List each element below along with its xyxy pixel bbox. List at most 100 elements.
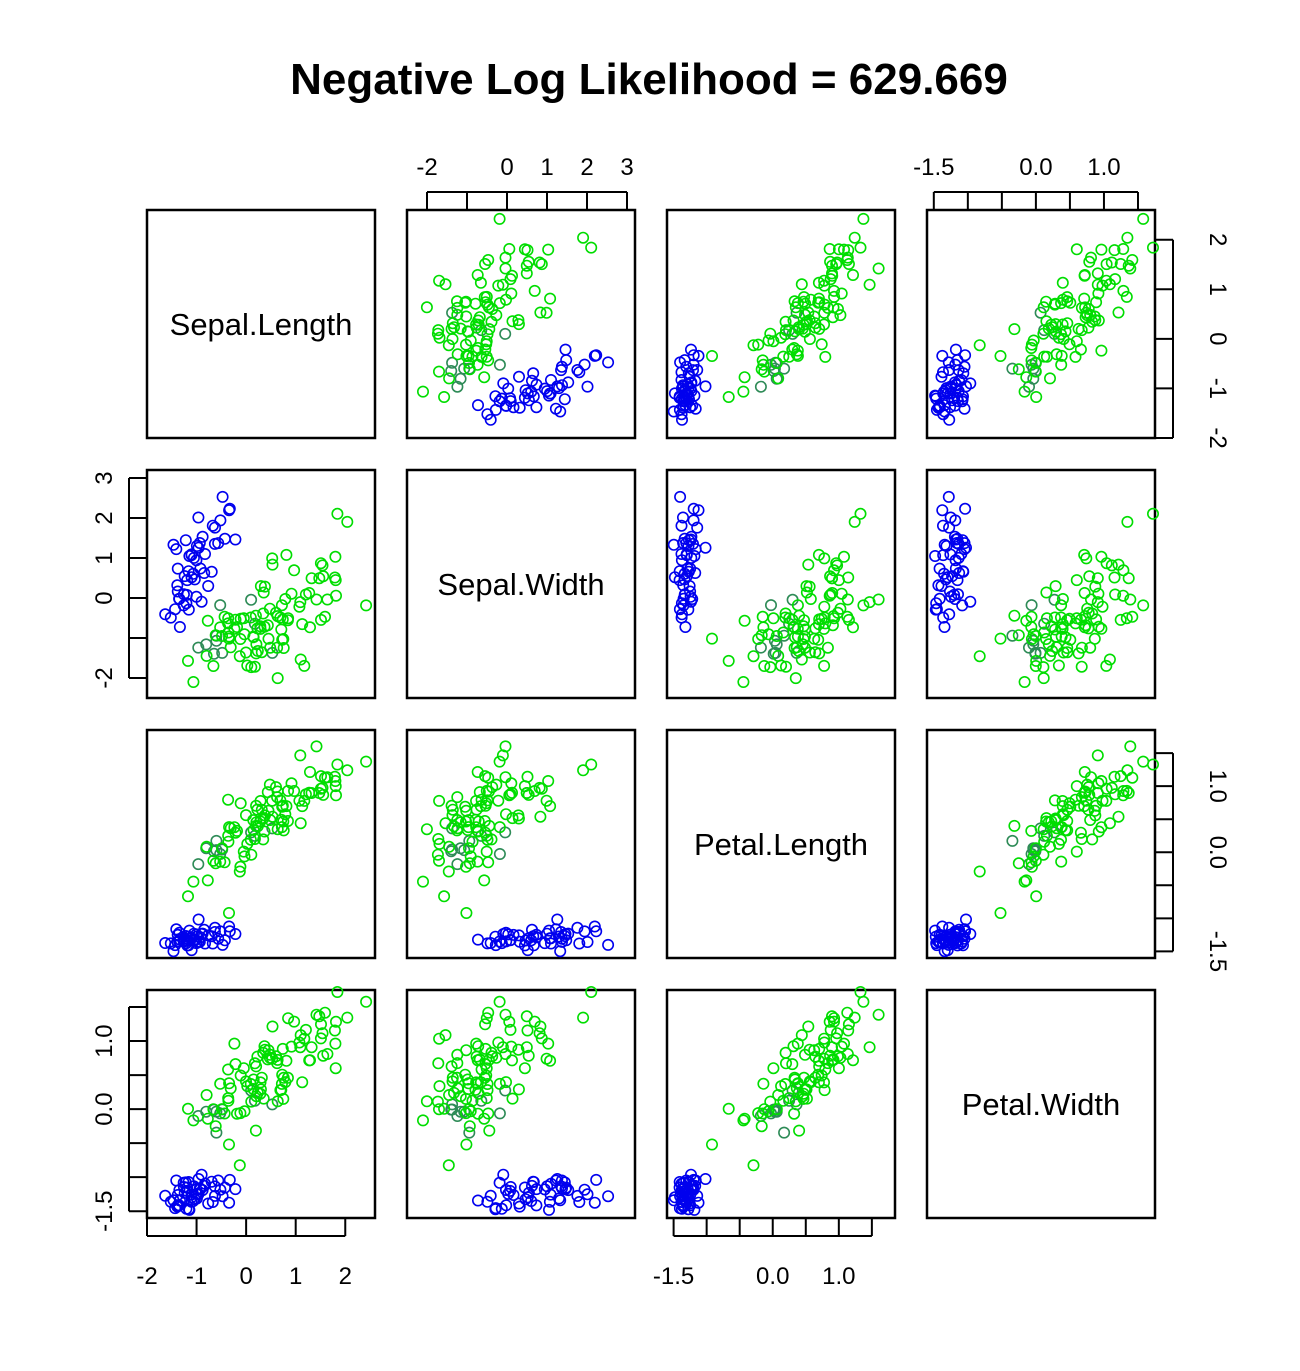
data-point (1084, 813, 1097, 826)
data-point (846, 1054, 859, 1067)
data-point (250, 638, 263, 651)
panel-r2-c3 (925, 728, 1157, 960)
data-point (1108, 571, 1121, 584)
data-point (737, 1114, 750, 1127)
data-point (329, 550, 342, 563)
data-point (360, 755, 373, 768)
data-point (502, 928, 515, 941)
data-point (1114, 613, 1127, 626)
data-point (581, 380, 594, 393)
data-point (222, 1092, 235, 1105)
data-point (684, 343, 697, 356)
data-point (493, 995, 506, 1008)
data-point (329, 1037, 342, 1050)
data-point (818, 552, 831, 565)
data-point (1095, 243, 1108, 256)
data-point (800, 1092, 813, 1105)
data-point (245, 1095, 258, 1108)
data-point (432, 365, 445, 378)
data-point (1037, 672, 1050, 685)
data-point (675, 392, 688, 405)
tick-label: 3 (620, 154, 633, 181)
data-point (787, 1040, 800, 1053)
data-point (797, 295, 810, 308)
data-point (258, 580, 271, 593)
data-point (443, 840, 456, 853)
data-point (1027, 372, 1040, 385)
data-point (803, 580, 816, 593)
data-point (675, 408, 688, 421)
data-point (1056, 800, 1069, 813)
data-point (294, 1029, 307, 1042)
data-point (722, 1102, 735, 1115)
data-point (249, 1124, 262, 1137)
data-point (1105, 256, 1118, 269)
data-point (863, 278, 876, 291)
data-point (249, 609, 262, 622)
data-point (948, 399, 961, 412)
data-point (551, 380, 564, 393)
data-point (187, 1114, 200, 1127)
data-point (206, 519, 219, 532)
data-point (240, 809, 253, 822)
data-point (244, 611, 257, 624)
data-point (489, 939, 502, 952)
data-point (1044, 372, 1057, 385)
data-point (1018, 385, 1031, 398)
data-point (1055, 599, 1068, 612)
data-point (1100, 274, 1113, 287)
data-point (478, 1071, 491, 1084)
data-point (432, 324, 445, 337)
data-point (192, 858, 205, 871)
data-point (520, 786, 533, 799)
data-point (507, 401, 520, 414)
data-point (254, 580, 267, 593)
data-point (1126, 771, 1139, 784)
data-point (1114, 257, 1127, 270)
data-point (218, 856, 231, 869)
data-point (432, 1103, 445, 1116)
data-point (959, 913, 972, 926)
tick-label: 2 (339, 1263, 352, 1290)
data-point (692, 504, 705, 517)
data-point (542, 1037, 555, 1050)
data-point (1049, 623, 1062, 636)
data-point (482, 1006, 495, 1019)
data-point (493, 847, 506, 860)
data-point (818, 1032, 831, 1045)
data-point (445, 1060, 458, 1073)
data-point (182, 890, 195, 903)
data-point (747, 339, 760, 352)
data-point (502, 382, 515, 395)
data-point (258, 620, 271, 633)
data-point (1037, 848, 1050, 861)
data-point (676, 511, 689, 524)
data-point (1012, 363, 1025, 376)
data-point (280, 1054, 293, 1067)
data-point (277, 641, 290, 654)
data-point (674, 490, 687, 503)
data-point (943, 608, 956, 621)
data-point (1048, 611, 1061, 624)
data-point (535, 258, 548, 271)
data-point (542, 924, 555, 937)
data-point (489, 390, 502, 403)
data-point (479, 1042, 492, 1055)
data-point (1012, 857, 1025, 870)
data-point (222, 835, 235, 848)
data-point (824, 273, 837, 286)
data-point (555, 364, 568, 377)
data-point (299, 788, 312, 801)
data-point (1124, 740, 1137, 753)
data-point (482, 785, 495, 798)
data-point (1055, 358, 1068, 371)
data-point (216, 1190, 229, 1203)
data-point (433, 1080, 446, 1093)
data-point (503, 789, 516, 802)
data-point (534, 810, 547, 823)
data-point (787, 314, 800, 327)
data-point (943, 401, 956, 414)
data-point (200, 649, 213, 662)
data-point (525, 1195, 538, 1208)
panel-r3-c2 (665, 988, 897, 1220)
